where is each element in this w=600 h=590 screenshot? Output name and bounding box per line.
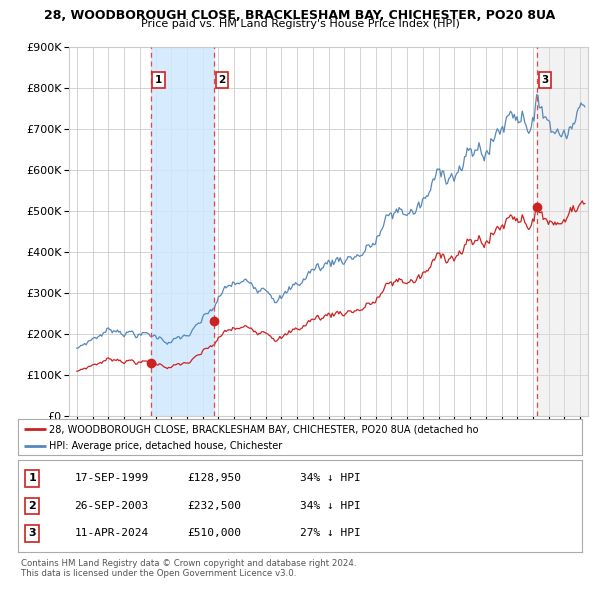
Text: Contains HM Land Registry data © Crown copyright and database right 2024.: Contains HM Land Registry data © Crown c…: [21, 559, 356, 568]
Text: 2: 2: [28, 501, 36, 511]
Text: £232,500: £232,500: [187, 501, 241, 511]
Text: £510,000: £510,000: [187, 529, 241, 538]
Text: 2: 2: [218, 75, 226, 85]
Text: 34% ↓ HPI: 34% ↓ HPI: [300, 501, 361, 511]
Text: 1: 1: [28, 474, 36, 483]
Text: 3: 3: [28, 529, 36, 538]
Text: 17-SEP-1999: 17-SEP-1999: [74, 474, 149, 483]
Text: 28, WOODBOROUGH CLOSE, BRACKLESHAM BAY, CHICHESTER, PO20 8UA (detached ho: 28, WOODBOROUGH CLOSE, BRACKLESHAM BAY, …: [49, 424, 479, 434]
Bar: [538, 47, 588, 416]
Text: £128,950: £128,950: [187, 474, 241, 483]
Bar: [151, 47, 214, 416]
Text: 1: 1: [155, 75, 162, 85]
Bar: [538, 47, 588, 416]
Text: 28, WOODBOROUGH CLOSE, BRACKLESHAM BAY, CHICHESTER, PO20 8UA: 28, WOODBOROUGH CLOSE, BRACKLESHAM BAY, …: [44, 9, 556, 22]
Text: This data is licensed under the Open Government Licence v3.0.: This data is licensed under the Open Gov…: [21, 569, 296, 578]
Text: 34% ↓ HPI: 34% ↓ HPI: [300, 474, 361, 483]
Text: 3: 3: [541, 75, 548, 85]
Text: 27% ↓ HPI: 27% ↓ HPI: [300, 529, 361, 538]
Text: 26-SEP-2003: 26-SEP-2003: [74, 501, 149, 511]
Text: Price paid vs. HM Land Registry's House Price Index (HPI): Price paid vs. HM Land Registry's House …: [140, 19, 460, 29]
Text: HPI: Average price, detached house, Chichester: HPI: Average price, detached house, Chic…: [49, 441, 282, 451]
Text: 11-APR-2024: 11-APR-2024: [74, 529, 149, 538]
